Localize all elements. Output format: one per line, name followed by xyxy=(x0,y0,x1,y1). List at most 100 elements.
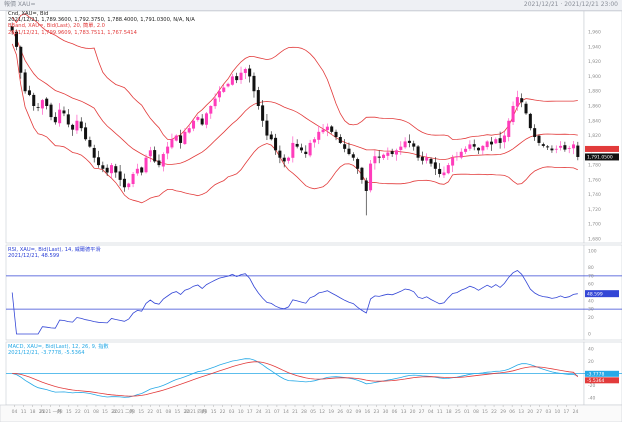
time-tick-label: 15 xyxy=(211,409,217,415)
candle-body xyxy=(563,145,567,150)
window-title: 報價 XAU= xyxy=(4,1,36,8)
time-tick-label: 16 xyxy=(365,409,371,415)
candle-body xyxy=(576,145,580,157)
candle-body xyxy=(166,146,170,154)
candle-body xyxy=(572,144,576,149)
time-tick-label: 2021 二月 xyxy=(112,409,134,415)
candle-body xyxy=(287,157,291,161)
candle-body xyxy=(438,168,442,174)
candle-body xyxy=(321,129,325,133)
time-tick-label: 24 xyxy=(256,409,262,415)
time-tick-label: 15 xyxy=(138,409,144,415)
candle-body xyxy=(472,144,476,147)
candle-body xyxy=(114,166,118,173)
candle-body xyxy=(256,90,260,106)
time-tick-label: 02 xyxy=(346,409,352,415)
time-tick-label: 08 xyxy=(93,409,99,415)
time-tick-label: 22 xyxy=(491,409,497,415)
candle-body xyxy=(390,151,394,155)
macd-signal-line xyxy=(12,361,579,397)
candle-body xyxy=(442,172,446,176)
rsi-line xyxy=(11,270,578,335)
bband-label: BBand, XAU=, Bid(Last), 20, 簡單, 2.0 xyxy=(8,23,105,30)
bband-middle-line xyxy=(11,30,578,165)
candle-body xyxy=(489,141,493,145)
candle-body xyxy=(343,144,347,149)
candle-body xyxy=(45,98,49,106)
candle-body xyxy=(373,156,377,164)
macd-tick-label: -40 xyxy=(588,395,595,401)
candle-body xyxy=(230,76,234,85)
time-tick-label: 15 xyxy=(175,409,181,415)
price-tag-label: 1,791.0500 xyxy=(587,155,613,161)
candle-body xyxy=(23,72,27,92)
time-tick-label: 01 xyxy=(84,409,90,415)
price-tick-label: 1,680 xyxy=(588,237,601,243)
time-tick-label: 28 xyxy=(301,409,307,415)
candle-body xyxy=(239,72,243,81)
candle-body xyxy=(407,140,411,143)
candle-body xyxy=(507,120,511,137)
time-tick-label: 22 xyxy=(75,409,81,415)
time-tick-label: 20 xyxy=(410,409,416,415)
panel-frame-1 xyxy=(5,10,585,244)
time-tick-label: 18 xyxy=(446,409,452,415)
candle-body xyxy=(481,145,485,151)
time-tick-label: 31 xyxy=(265,409,271,415)
time-tick-label: 03 xyxy=(229,409,235,415)
time-tick-label: 25 xyxy=(39,409,45,415)
candle-body xyxy=(217,91,221,98)
rsi-tick-label: 60 xyxy=(588,282,594,288)
candle-body xyxy=(92,147,96,158)
macd-line xyxy=(12,358,578,398)
candle-body xyxy=(330,126,334,132)
candle-body xyxy=(334,131,338,138)
time-tick-label: 12 xyxy=(319,409,325,415)
time-tick-label: 17 xyxy=(564,409,570,415)
time-tick-label: 22 xyxy=(184,409,190,415)
candle-body xyxy=(369,163,373,191)
candle-body xyxy=(204,113,208,125)
candle-body xyxy=(537,135,541,143)
candle-body xyxy=(269,134,273,140)
bband-readout: 2021/12/21, 1,799.9609, 1,783.7511, 1,76… xyxy=(8,29,137,36)
candle-body xyxy=(291,142,295,158)
candle-body xyxy=(105,167,109,173)
candle-body xyxy=(416,146,420,158)
time-tick-label: 15 xyxy=(482,409,488,415)
time-tick-label: 15 xyxy=(66,409,72,415)
candle-body xyxy=(351,154,355,158)
macd-label: MACD, XAU=, Bid(Last), 12, 26, 9, 指數 xyxy=(8,344,109,350)
price-axis-1 xyxy=(583,10,622,244)
time-tick-label: 09 xyxy=(355,409,361,415)
candle-body xyxy=(36,106,40,108)
candle-body xyxy=(278,150,282,158)
bband-lower-line xyxy=(11,43,578,204)
time-tick-label: 11 xyxy=(21,409,27,415)
candle-body xyxy=(412,143,416,147)
time-tick-label: 10 xyxy=(238,409,244,415)
candle-body xyxy=(226,83,230,87)
signal-tag-label: -5.5364 xyxy=(587,378,605,384)
price-tick-label: 1,840 xyxy=(588,118,601,124)
time-tick-label: 08 xyxy=(202,409,208,415)
candle-body xyxy=(179,135,183,143)
time-tick-label: 08 xyxy=(473,409,479,415)
candle-body xyxy=(446,165,450,174)
macd-tick-label: 40 xyxy=(588,347,594,353)
candle-body xyxy=(261,105,265,121)
time-tick-label: 11 xyxy=(437,409,443,415)
candle-body xyxy=(550,148,554,151)
rsi-tick-label: 40 xyxy=(588,298,594,304)
candle-body xyxy=(53,116,57,123)
candle-body xyxy=(144,157,148,173)
candle-body xyxy=(511,105,515,123)
candle-body xyxy=(127,183,131,188)
candle-body xyxy=(131,173,135,184)
price-tick-label: 1,900 xyxy=(588,74,601,80)
candle-body xyxy=(265,120,269,136)
candle-body xyxy=(170,139,174,148)
rsi-readout: 2021/12/21, 48.599 xyxy=(8,253,60,260)
candle-body xyxy=(502,135,506,143)
